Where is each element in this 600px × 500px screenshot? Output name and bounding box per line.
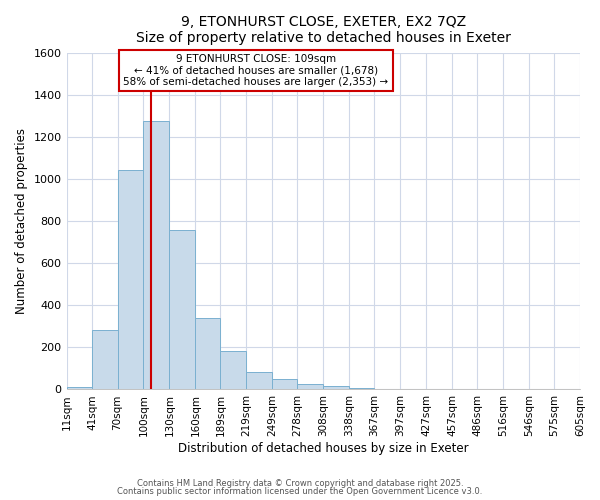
Text: Contains public sector information licensed under the Open Government Licence v3: Contains public sector information licen… bbox=[118, 487, 482, 496]
Text: 9 ETONHURST CLOSE: 109sqm
← 41% of detached houses are smaller (1,678)
58% of se: 9 ETONHURST CLOSE: 109sqm ← 41% of detac… bbox=[123, 54, 388, 87]
Bar bbox=[92, 330, 118, 390]
Bar bbox=[118, 170, 143, 390]
Bar bbox=[220, 350, 247, 390]
Bar bbox=[67, 388, 92, 390]
Bar bbox=[169, 230, 196, 390]
Bar bbox=[247, 372, 272, 390]
Bar bbox=[349, 388, 374, 390]
Bar bbox=[272, 379, 298, 390]
Bar bbox=[298, 384, 323, 390]
Text: Contains HM Land Registry data © Crown copyright and database right 2025.: Contains HM Land Registry data © Crown c… bbox=[137, 478, 463, 488]
Bar bbox=[323, 386, 349, 390]
Bar bbox=[143, 120, 169, 390]
Bar bbox=[196, 318, 220, 390]
Y-axis label: Number of detached properties: Number of detached properties bbox=[15, 128, 28, 314]
Title: 9, ETONHURST CLOSE, EXETER, EX2 7QZ
Size of property relative to detached houses: 9, ETONHURST CLOSE, EXETER, EX2 7QZ Size… bbox=[136, 15, 511, 45]
X-axis label: Distribution of detached houses by size in Exeter: Distribution of detached houses by size … bbox=[178, 442, 469, 455]
